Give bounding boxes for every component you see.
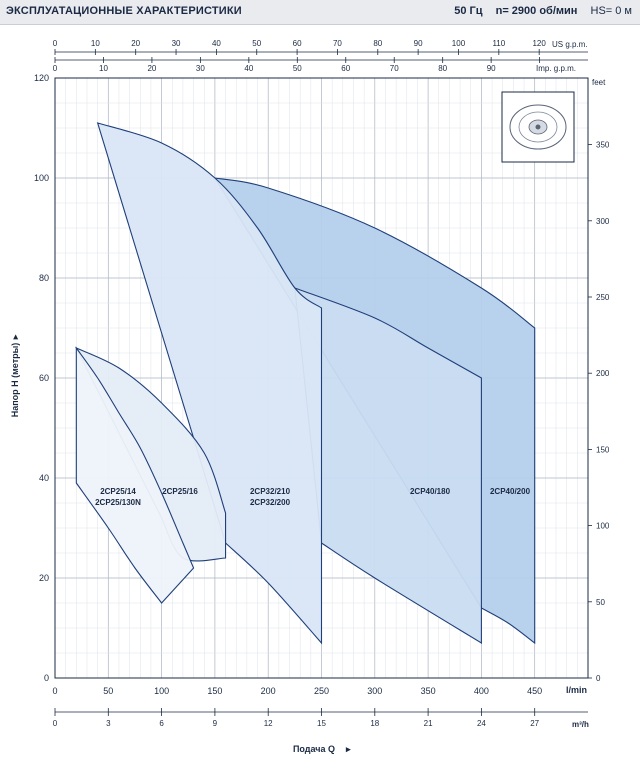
feet-tick-label: 100 <box>596 522 610 531</box>
us-gpm-tick-label: 90 <box>414 39 423 48</box>
x-tick-label: 250 <box>314 686 329 696</box>
us-gpm-unit-label: US g.p.m. <box>552 40 588 49</box>
m3h-tick-label: 6 <box>159 719 164 728</box>
m3h-tick-label: 3 <box>106 719 111 728</box>
plot-frame <box>54 77 589 679</box>
us-gpm-tick-label: 0 <box>53 39 58 48</box>
x-unit-label: l/min <box>566 685 587 695</box>
us-gpm-tick-label: 10 <box>91 39 100 48</box>
imp-gpm-tick-label: 50 <box>293 64 302 73</box>
m3h-tick-label: 15 <box>317 719 326 728</box>
y-tick-label: 100 <box>34 173 49 183</box>
imp-gpm-tick-label: 10 <box>99 64 108 73</box>
header-bar: ЭКСПЛУАТАЦИОННЫЕ ХАРАКТЕРИСТИКИ 50 Гц n=… <box>0 0 640 25</box>
y-tick-label: 20 <box>39 573 49 583</box>
us-gpm-tick-label: 110 <box>492 39 505 48</box>
series-label-4: 2CP40/200 <box>490 487 531 496</box>
us-gpm-tick-label: 80 <box>373 39 382 48</box>
header-specs: 50 Гц n= 2900 об/мин HS= 0 м <box>444 5 632 17</box>
m3h-tick-label: 12 <box>264 719 273 728</box>
x-tick-label: 450 <box>527 686 542 696</box>
us-gpm-tick-label: 60 <box>293 39 302 48</box>
imp-gpm-tick-label: 90 <box>487 64 496 73</box>
feet-tick-label: 50 <box>596 598 605 607</box>
feet-tick-label: 200 <box>596 369 610 378</box>
series-area-0 <box>75 346 195 604</box>
us-gpm-tick-label: 50 <box>252 39 261 48</box>
m3h-tick-label: 21 <box>424 719 433 728</box>
feet-tick-label: 0 <box>596 674 601 683</box>
x-tick-label: 200 <box>261 686 276 696</box>
m3h-tick-label: 0 <box>53 719 58 728</box>
imp-gpm-tick-label: 40 <box>244 64 253 73</box>
x-tick-label: 350 <box>421 686 436 696</box>
series-label-2: 2CP32/200 <box>250 498 291 507</box>
x-tick-label: 100 <box>154 686 169 696</box>
us-gpm-tick-label: 30 <box>172 39 181 48</box>
imp-gpm-tick-label: 20 <box>147 64 156 73</box>
x-tick-label: 400 <box>474 686 489 696</box>
imp-gpm-tick-label: 0 <box>53 64 58 73</box>
m3h-tick-label: 24 <box>477 719 486 728</box>
us-gpm-tick-label: 20 <box>131 39 140 48</box>
imp-gpm-tick-label: 60 <box>341 64 350 73</box>
header-frequency: 50 Гц <box>454 5 483 17</box>
imp-gpm-tick-label: 70 <box>390 64 399 73</box>
x-tick-label: 50 <box>103 686 113 696</box>
us-gpm-tick-label: 40 <box>212 39 221 48</box>
y-tick-label: 80 <box>39 273 49 283</box>
feet-tick-label: 350 <box>596 141 610 150</box>
imp-gpm-unit-label: Imp. g.p.m. <box>536 64 576 73</box>
header-title: ЭКСПЛУАТАЦИОННЫЕ ХАРАКТЕРИСТИКИ <box>6 5 242 17</box>
header-hs: HS= 0 м <box>590 5 633 17</box>
series-label-2: 2CP32/210 <box>250 487 291 496</box>
us-gpm-tick-label: 70 <box>333 39 342 48</box>
y-axis-title: Напор H (метры) <box>10 343 20 418</box>
us-gpm-tick-label: 120 <box>532 39 546 48</box>
m3h-tick-label: 9 <box>213 719 218 728</box>
feet-tick-label: 250 <box>596 293 610 302</box>
us-gpm-tick-label: 100 <box>452 39 466 48</box>
y-axis-arrow: ▸ <box>10 334 20 340</box>
y-tick-label: 120 <box>34 73 49 83</box>
x-tick-label: 150 <box>207 686 222 696</box>
y-tick-label: 40 <box>39 473 49 483</box>
feet-unit-label: feet <box>592 78 606 87</box>
series-label-0: 2CP25/14 <box>100 487 136 496</box>
x-tick-label: 300 <box>367 686 382 696</box>
y-tick-label: 0 <box>44 673 49 683</box>
feet-tick-label: 150 <box>596 445 610 454</box>
x-tick-label: 0 <box>52 686 57 696</box>
y-tick-label: 60 <box>39 373 49 383</box>
m3h-tick-label: 27 <box>530 719 539 728</box>
m3h-tick-label: 18 <box>370 719 379 728</box>
x-axis-title: Подача Q <box>293 744 335 754</box>
pump-image <box>501 91 575 163</box>
series-label-0: 2CP25/130N <box>95 498 141 507</box>
series-label-1: 2CP25/16 <box>162 487 198 496</box>
series-area-3 <box>294 287 482 644</box>
feet-tick-label: 300 <box>596 217 610 226</box>
series-area-2 <box>96 122 323 645</box>
header-speed: n= 2900 об/мин <box>495 5 578 17</box>
m3h-unit-label: m³/h <box>572 720 589 729</box>
imp-gpm-tick-label: 30 <box>196 64 205 73</box>
imp-gpm-tick-label: 80 <box>438 64 447 73</box>
series-label-3: 2CP40/180 <box>410 487 451 496</box>
x-axis-arrow: ▸ <box>345 744 351 754</box>
